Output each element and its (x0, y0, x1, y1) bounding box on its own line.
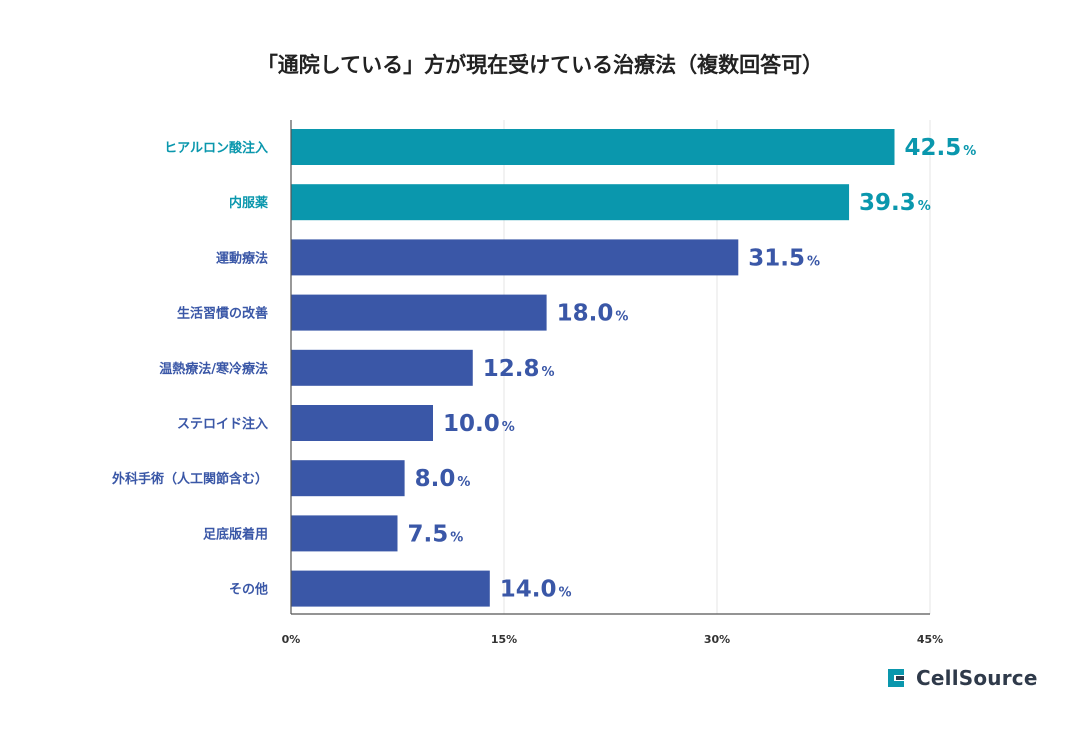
value-unit: % (559, 586, 572, 601)
value-number: 14.0 (500, 577, 557, 603)
x-tick-labels: 0% 15% 30% 45% (282, 633, 944, 646)
bar (291, 515, 398, 552)
x-tick-label: 30% (704, 633, 730, 646)
x-tick-label: 15% (491, 633, 517, 646)
bar (291, 570, 490, 607)
bar (291, 349, 473, 386)
category-label: 温熱療法/寒冷療法 (159, 361, 268, 377)
x-tick-label: 0% (282, 633, 301, 646)
category-labels: ヒアルロン酸注入内服薬運動療法生活習慣の改善温熱療法/寒冷療法ステロイド注入外科… (111, 140, 269, 598)
value-label: 8.0% (415, 466, 471, 492)
value-number: 42.5 (905, 135, 962, 161)
value-label: 18.0% (557, 301, 629, 327)
value-label: 10.0% (443, 411, 515, 437)
value-label: 7.5% (408, 521, 464, 547)
bar (291, 184, 850, 221)
value-label: 31.5% (748, 245, 820, 271)
brand-name: CellSource (916, 666, 1038, 690)
bar (291, 405, 433, 441)
value-unit: % (457, 475, 470, 490)
category-label: 生活習慣の改善 (177, 306, 268, 322)
value-number: 8.0 (415, 466, 456, 492)
category-label: 足底版着用 (203, 526, 268, 542)
value-unit: % (542, 365, 555, 380)
value-unit: % (963, 144, 976, 159)
category-label: 運動療法 (216, 250, 268, 266)
value-number: 7.5 (408, 521, 449, 547)
bar (291, 294, 547, 331)
value-label: 12.8% (483, 356, 555, 382)
category-label: その他 (229, 582, 268, 598)
value-number: 39.3 (859, 190, 916, 216)
value-label: 42.5% (905, 135, 977, 161)
value-number: 31.5 (748, 245, 805, 271)
value-number: 12.8 (483, 356, 540, 382)
value-label: 39.3% (859, 190, 931, 216)
value-unit: % (918, 199, 931, 214)
bar (291, 460, 405, 497)
value-number: 18.0 (557, 301, 614, 327)
brand-logo: CellSource (884, 666, 1038, 690)
category-label: 外科手術（人工関節含む） (111, 471, 268, 487)
value-unit: % (615, 310, 628, 325)
value-labels: 42.5 %39.3 %31.5 %18.0 %12.8 %10.0 %8.0 %7.5 %14… (408, 135, 977, 603)
category-label: ヒアルロン酸注入 (164, 140, 268, 156)
bars (291, 129, 895, 607)
value-unit: % (450, 530, 463, 545)
bar (291, 239, 739, 276)
cellsource-logo-icon (888, 669, 904, 687)
chart-title: 「通院している」方が現在受けている治療法（複数回答可） (257, 53, 823, 77)
category-label: ステロイド注入 (177, 416, 268, 432)
value-unit: % (807, 254, 820, 269)
bar (291, 129, 895, 165)
x-tick-label: 45% (917, 633, 943, 646)
category-label: 内服薬 (229, 195, 269, 211)
value-number: 10.0 (443, 411, 500, 437)
value-label: 14.0% (500, 577, 572, 603)
value-unit: % (502, 420, 515, 435)
